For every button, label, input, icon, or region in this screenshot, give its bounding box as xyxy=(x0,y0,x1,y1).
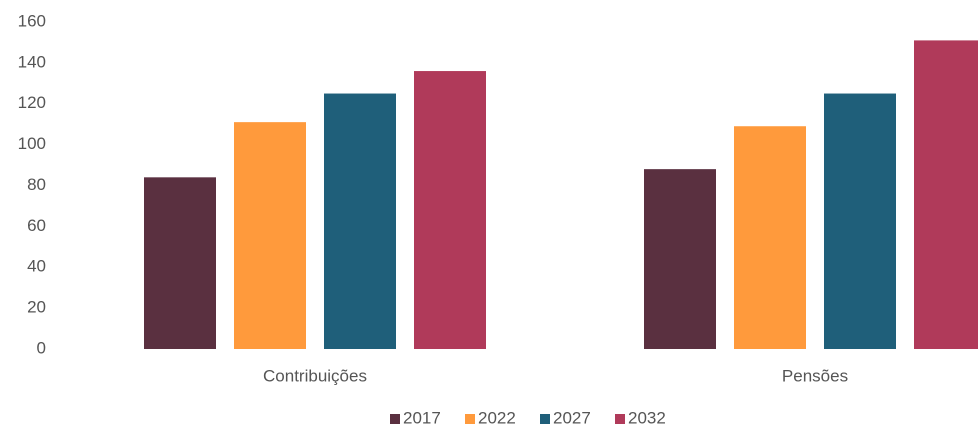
x-tick-label: Contribuições xyxy=(263,366,367,385)
y-tick-label: 100 xyxy=(18,134,46,153)
legend-label: 2017 xyxy=(403,408,441,427)
bar xyxy=(914,40,978,350)
legend-label: 2022 xyxy=(478,408,516,427)
bar xyxy=(644,169,716,349)
x-tick-label: Pensões xyxy=(782,366,848,385)
bar xyxy=(234,122,306,349)
legend-swatch xyxy=(615,414,625,424)
bar xyxy=(824,93,896,349)
bar xyxy=(144,177,216,349)
y-tick-label: 20 xyxy=(27,298,46,317)
bar xyxy=(414,71,486,350)
y-tick-label: 140 xyxy=(18,52,46,71)
y-tick-label: 80 xyxy=(27,175,46,194)
legend-swatch xyxy=(540,414,550,424)
bar xyxy=(734,126,806,349)
legend-label: 2027 xyxy=(553,408,591,427)
y-tick-label: 40 xyxy=(27,257,46,276)
legend-label: 2032 xyxy=(628,408,666,427)
legend-swatch xyxy=(390,414,400,424)
y-tick-label: 0 xyxy=(37,338,46,357)
legend-swatch xyxy=(465,414,475,424)
y-tick-label: 160 xyxy=(18,11,46,30)
bar xyxy=(324,93,396,349)
y-tick-label: 120 xyxy=(18,93,46,112)
y-tick-label: 60 xyxy=(27,216,46,235)
